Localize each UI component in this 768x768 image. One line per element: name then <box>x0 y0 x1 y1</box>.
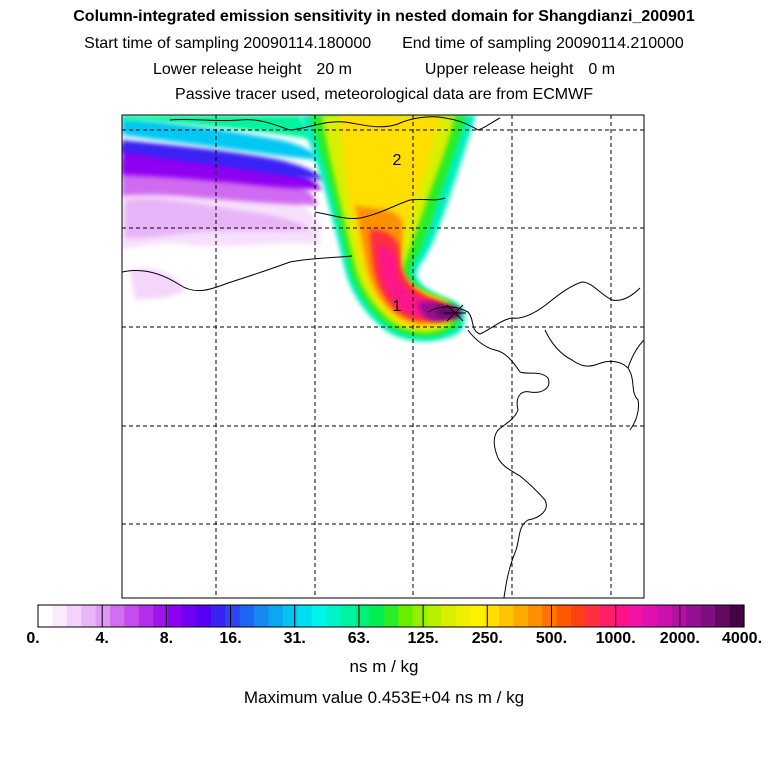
colorbar-swatch <box>297 605 313 627</box>
colorbar-swatch <box>499 605 515 627</box>
max-value-label: Maximum value <box>243 688 363 707</box>
colorbar-swatch <box>542 605 558 627</box>
upper-release-label: Upper release height <box>424 61 574 78</box>
colorbar-swatch <box>556 605 572 627</box>
sampling-times: Start time of sampling 20090114.180000 E… <box>0 35 768 53</box>
colorbar-swatch <box>110 605 126 627</box>
colorbar-tick-label: 1000. <box>595 630 636 647</box>
colorbar-ticks <box>101 605 681 627</box>
colorbar-swatch <box>326 605 342 627</box>
colorbar-swatch <box>383 605 399 627</box>
colorbar-swatch <box>657 605 673 627</box>
map-frame <box>121 114 645 599</box>
plot-title: Column-integrated emission sensitivity i… <box>73 8 695 25</box>
marker-label-1: 1 <box>393 298 402 315</box>
colorbar-swatch <box>354 605 370 627</box>
colorbar-swatch <box>571 605 587 627</box>
colorbar-swatch <box>282 605 298 627</box>
colorbar-swatch <box>369 605 385 627</box>
colorbar-swatch <box>153 605 169 627</box>
colorbar-swatch <box>182 605 198 627</box>
colorbar-swatch <box>210 605 226 627</box>
lower-release-label: Lower release height <box>152 61 302 78</box>
colorbar-tick-label: 500. <box>535 630 568 647</box>
colorbar-tick-label: 8. <box>159 630 174 647</box>
colorbar-tick-label: 250. <box>471 630 503 647</box>
colorbar-swatch <box>686 605 702 627</box>
start-value: 20090114.180000 <box>243 35 372 52</box>
colorbar-swatch <box>527 605 543 627</box>
colorbar-swatch <box>599 605 615 627</box>
release-heights: Lower release height 20 m Upper release … <box>0 61 768 79</box>
colorbar-swatch <box>643 605 659 627</box>
colorbar-swatch <box>427 605 443 627</box>
plume-field <box>122 115 476 342</box>
colorbar-tick-label: 16. <box>219 630 242 647</box>
colorbar-tick-label: 125. <box>407 630 439 647</box>
colorbar-tick-label: 31. <box>283 630 306 647</box>
colorbar-tick-label: 63. <box>347 630 371 647</box>
start-label: Start time of sampling <box>84 35 239 52</box>
colorbar-swatch <box>700 605 716 627</box>
marker-label-2: 2 <box>393 152 402 169</box>
colorbar-tick-label: 0. <box>26 630 40 647</box>
colorbar-swatch <box>52 605 68 627</box>
colorbar-swatch <box>398 605 414 627</box>
colorbar-swatch <box>455 605 471 627</box>
colorbar-frame <box>37 604 745 628</box>
colorbar-swatch <box>95 605 111 627</box>
colorbar-swatch <box>729 605 745 627</box>
colorbar-swatch <box>441 605 457 627</box>
colorbar-swatch <box>66 605 82 627</box>
colorbar-swatch <box>340 605 356 627</box>
max-value-number: 0.453E+04 <box>367 688 451 707</box>
colorbar-swatch <box>138 605 154 627</box>
release-site-cross-icon <box>444 304 466 322</box>
map-boundaries <box>122 116 644 598</box>
lower-release-value: 20 m <box>316 61 352 78</box>
colorbar-swatch <box>412 605 428 627</box>
colorbar-swatch <box>38 605 54 627</box>
colorbar-tick-label: 4000. <box>721 630 763 647</box>
colorbar-swatch <box>254 605 270 627</box>
colorbar-swatch <box>167 605 183 627</box>
upper-release-value: 0 m <box>588 61 616 78</box>
colorbar-swatch <box>311 605 327 627</box>
colorbar-swatch <box>239 605 255 627</box>
colorbar-swatch <box>715 605 731 627</box>
colorbar-tick-label: 2000. <box>659 630 700 647</box>
colorbar <box>38 605 745 627</box>
end-value: 20090114.210000 <box>555 35 684 52</box>
colorbar-swatch <box>225 605 241 627</box>
colorbar-swatch <box>124 605 140 627</box>
end-label: End time of sampling <box>402 35 552 52</box>
max-value-units: ns m / kg <box>455 688 525 707</box>
colorbar-tick-label: 4. <box>95 630 109 647</box>
map-gridlines <box>122 115 644 598</box>
colorbar-swatch <box>513 605 529 627</box>
colorbar-swatch <box>268 605 284 627</box>
colorbar-units: ns m / kg <box>349 657 419 676</box>
colorbar-swatch <box>196 605 212 627</box>
colorbar-swatch <box>628 605 644 627</box>
colorbar-swatch <box>585 605 601 627</box>
colorbar-swatch <box>81 605 97 627</box>
maximum-value: Maximum value 0.453E+04 ns m / kg <box>0 688 768 708</box>
colorbar-swatch <box>614 605 630 627</box>
colorbar-swatch <box>470 605 486 627</box>
colorbar-swatch <box>484 605 500 627</box>
tracer-note: Passive tracer used, meteorological data… <box>175 86 593 103</box>
